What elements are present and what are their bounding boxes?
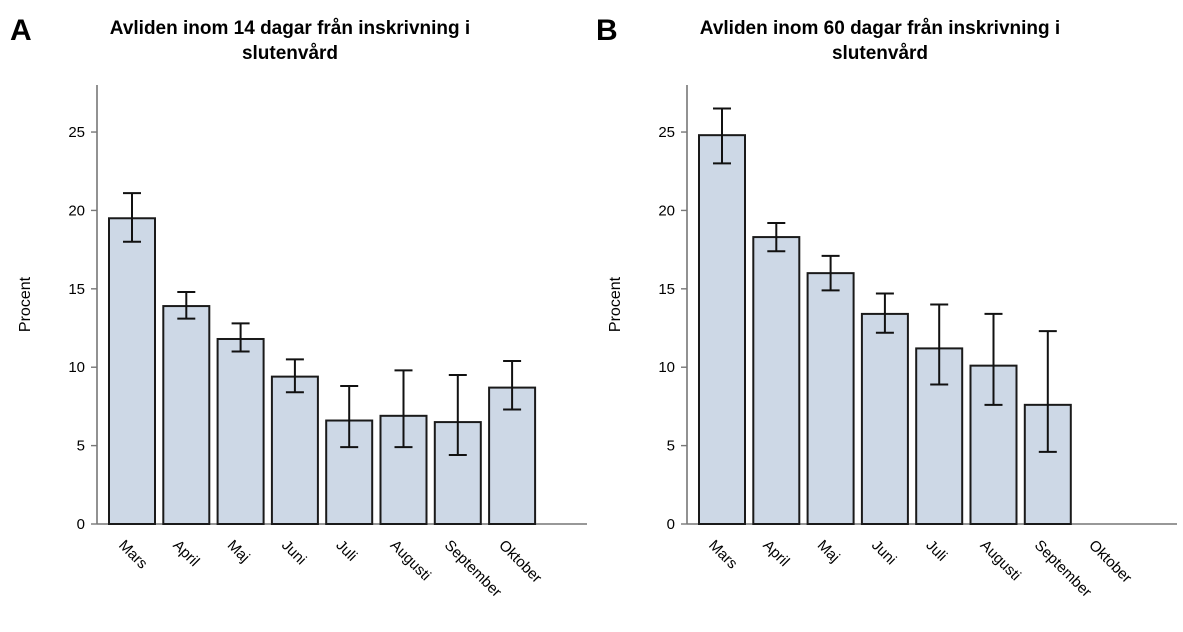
bar-april: [162, 305, 211, 526]
bar-juni: [270, 375, 319, 525]
error-bar-september: [1038, 330, 1057, 453]
panel-letter: B: [596, 14, 618, 47]
bar-chart-b: Procent 0 5 10 15 20 25 Mars April Maj Juni Juli Aug…: [607, 85, 1177, 601]
panel-letter: A: [10, 14, 32, 47]
error-bar-mars: [713, 107, 731, 165]
error-bar-juli: [930, 303, 949, 386]
error-bar-augusti: [984, 312, 1003, 406]
y-tick-label: 15: [658, 281, 675, 298]
error-bar-mars: [123, 192, 141, 243]
y-tick-label: 25: [68, 124, 85, 141]
x-tick-label-juni: Juni: [278, 537, 309, 568]
x-tick-label-april: April: [169, 537, 202, 570]
y-tick-label: 20: [658, 202, 675, 219]
y-tick-label: 25: [658, 124, 675, 141]
y-tick-label: 0: [77, 516, 85, 533]
error-bar-oktober: [503, 359, 522, 411]
error-bar-april: [767, 221, 786, 253]
y-tick-label: 0: [667, 516, 675, 533]
y-axis-label: Procent: [17, 276, 34, 332]
y-tick-label: 10: [68, 359, 85, 376]
y-tick-label: 20: [68, 202, 85, 219]
error-bar-juni: [875, 292, 894, 334]
x-tick-label-september: September: [1031, 537, 1095, 601]
panel-b: B Avliden inom 60 dagar från inskrivning…: [590, 0, 1180, 632]
chart-title-line-2: slutenvård: [831, 43, 929, 64]
panel-a: A Avliden inom 14 dagar från inskrivning…: [0, 0, 590, 632]
error-bar-juli: [340, 385, 359, 449]
bar-april: [752, 236, 801, 525]
chart-title: Avliden inom 60 dagar från inskrivning i…: [630, 16, 1130, 66]
x-tick-label-augusti: Augusti: [977, 537, 1024, 584]
y-tick-label: 15: [68, 281, 85, 298]
x-tick-label-juli: Juli: [922, 537, 950, 565]
x-tick-label-maj: Maj: [814, 537, 843, 566]
x-tick-label-oktober: Oktober: [1085, 537, 1135, 587]
x-tick-label-juli: Juli: [332, 537, 360, 565]
bar-mars: [108, 217, 156, 525]
bar-juni: [860, 312, 909, 525]
x-tick-label-juni: Juni: [868, 537, 899, 568]
chart-title-line-2: slutenvård: [241, 43, 339, 64]
y-axis-label: Procent: [607, 276, 624, 332]
bar-maj: [806, 272, 855, 525]
chart-title-line-1: Avliden inom 14 dagar från inskrivning i: [109, 18, 471, 39]
error-bar-september: [448, 374, 467, 457]
x-tick-label-oktober: Oktober: [495, 537, 545, 587]
error-bar-april: [177, 290, 196, 320]
error-bar-maj: [231, 322, 250, 353]
x-tick-label-mars: Mars: [705, 537, 741, 573]
y-tick-label: 5: [77, 438, 85, 455]
x-tick-label-september: September: [441, 537, 505, 601]
error-bar-maj: [821, 254, 840, 292]
error-bar-juni: [285, 358, 304, 394]
x-tick-label-mars: Mars: [115, 537, 151, 573]
bar-chart-a: Procent 0 5 10 15 20 25 Mars April Maj Juni Juli Aug…: [17, 85, 587, 601]
x-tick-label-augusti: Augusti: [387, 537, 434, 584]
bar-maj: [216, 337, 265, 525]
y-tick-label: 10: [658, 359, 675, 376]
y-tick-label: 5: [667, 438, 675, 455]
bar-mars: [698, 134, 746, 526]
error-bar-augusti: [394, 369, 413, 449]
x-tick-label-maj: Maj: [224, 537, 253, 566]
chart-title-line-1: Avliden inom 60 dagar från inskrivning i: [699, 18, 1061, 39]
chart-title: Avliden inom 14 dagar från inskrivning i…: [40, 16, 540, 66]
x-tick-label-april: April: [759, 537, 792, 570]
